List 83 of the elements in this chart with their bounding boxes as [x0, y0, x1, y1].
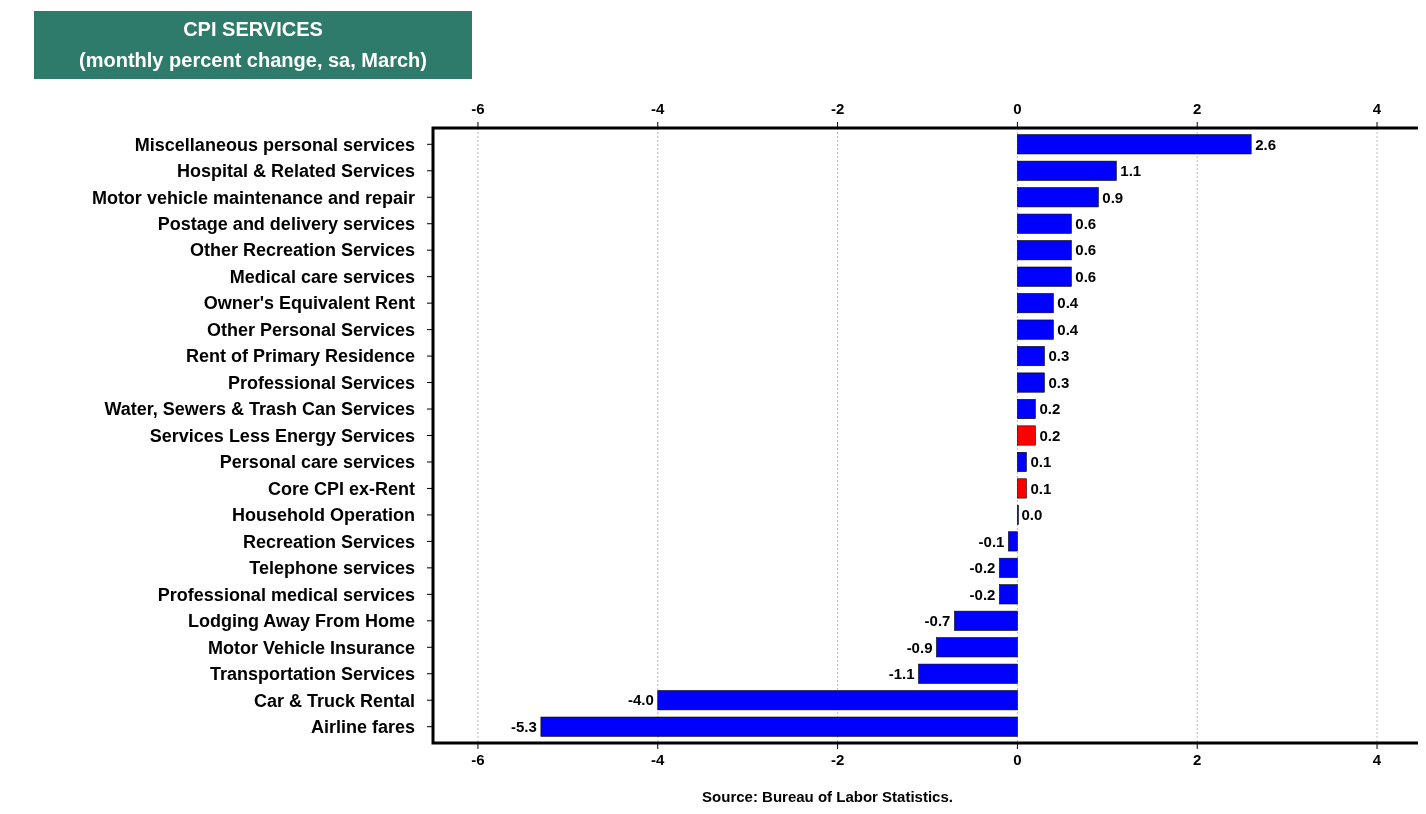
- data-label: 0.4: [1057, 320, 1079, 338]
- data-label: 0.6: [1075, 241, 1097, 259]
- data-label: -0.1: [978, 532, 1005, 550]
- data-label: 2.6: [1255, 135, 1277, 153]
- x-tick-label: 2: [1193, 751, 1202, 768]
- data-label: 0.6: [1075, 214, 1097, 232]
- data-label: -4.0: [627, 691, 654, 709]
- bar: [540, 716, 1018, 737]
- x2-tick-label: 2: [1193, 100, 1202, 117]
- y-tick-label: Airline fares: [310, 716, 415, 737]
- data-label: 0.6: [1075, 267, 1097, 285]
- x-tick-label: -4: [651, 751, 666, 768]
- y-tick-label: Miscellaneous personal services: [134, 134, 415, 155]
- y-tick-label: Lodging Away From Home: [187, 611, 415, 632]
- bar: [1017, 266, 1072, 287]
- y-tick-label: Household Operation: [231, 505, 415, 526]
- bar: [936, 637, 1018, 658]
- x2-tick-label: -2: [830, 100, 845, 117]
- bar: [1017, 240, 1072, 261]
- bar: [1017, 160, 1117, 181]
- data-label: -0.9: [906, 638, 933, 656]
- bar: [1017, 452, 1027, 472]
- y-tick-label: Motor vehicle maintenance and repair: [91, 187, 415, 208]
- y-tick-label: Other Personal Services: [206, 319, 415, 340]
- y-tick-label: Owner's Equivalent Rent: [203, 293, 415, 314]
- data-label: 0.2: [1039, 426, 1061, 444]
- y-tick-label: Motor Vehicle Insurance: [207, 637, 415, 658]
- data-label: -0.7: [924, 612, 951, 630]
- bar: [1017, 478, 1027, 499]
- y-tick-label: Car & Truck Rental: [253, 690, 415, 711]
- data-label: -5.3: [511, 717, 537, 735]
- data-label: -0.2: [969, 585, 996, 603]
- y-tick-label: Core CPI ex-Rent: [267, 478, 415, 499]
- data-label: 0.3: [1048, 373, 1070, 391]
- bar: [1017, 425, 1036, 446]
- bar: [1017, 399, 1036, 419]
- data-label: 0.1: [1030, 453, 1052, 471]
- y-tick-label: Personal care services: [219, 452, 415, 473]
- data-label: 0.0: [1021, 506, 1043, 524]
- x2-tick-label: 0: [1013, 100, 1022, 117]
- y-tick-label: Water, Sewers & Trash Can Services: [104, 399, 415, 420]
- bar: [1008, 531, 1018, 552]
- data-label: -1.1: [888, 665, 915, 682]
- data-label: 0.4: [1057, 294, 1079, 312]
- bar: [1017, 372, 1045, 393]
- y-tick-label: Hospital & Related Services: [176, 161, 415, 182]
- text: CPI SERVICES: [183, 18, 323, 40]
- text: (monthly percent change, sa, March): [79, 49, 427, 71]
- bar: [999, 557, 1018, 578]
- bar: [1017, 293, 1054, 314]
- x2-tick-label: -6: [471, 100, 485, 117]
- x-tick-label: -6: [471, 751, 485, 768]
- bar: [657, 690, 1018, 711]
- y-tick-label: Other Recreation Services: [189, 240, 415, 261]
- bar: [918, 663, 1018, 684]
- data-label: 0.9: [1102, 188, 1124, 206]
- y-tick-label: Services Less Energy Services: [149, 425, 415, 446]
- bar: [1017, 213, 1072, 234]
- x2-tick-label: 4: [1372, 100, 1382, 117]
- bar: [1017, 346, 1045, 367]
- data-label: 0.2: [1039, 400, 1061, 418]
- bar: [1017, 134, 1252, 155]
- y-tick-label: Medical care services: [229, 266, 415, 287]
- bar: [1017, 187, 1099, 208]
- x-tick-label: -2: [830, 751, 845, 768]
- bar: [999, 584, 1018, 605]
- y-tick-label: Transportation Services: [209, 664, 415, 685]
- x-tick-label: 0: [1013, 751, 1022, 768]
- x-tick-label: 4: [1372, 751, 1382, 768]
- y-tick-label: Postage and delivery services: [157, 214, 415, 235]
- data-label: 0.1: [1030, 479, 1052, 497]
- data-label: 0.3: [1048, 347, 1070, 365]
- bar: [954, 610, 1018, 631]
- y-tick-label: Professional Services: [227, 372, 415, 393]
- y-tick-label: Recreation Services: [242, 531, 415, 552]
- data-label: 1.1: [1120, 162, 1142, 180]
- y-tick-label: Professional medical services: [157, 584, 415, 605]
- y-tick-label: Telephone services: [249, 558, 415, 579]
- data-label: -0.2: [969, 559, 996, 577]
- source-note: Source: Bureau of Labor Statistics.: [702, 788, 953, 805]
- bar: [1017, 319, 1054, 340]
- y-tick-label: Rent of Primary Residence: [185, 346, 415, 367]
- x2-tick-label: -4: [651, 100, 666, 117]
